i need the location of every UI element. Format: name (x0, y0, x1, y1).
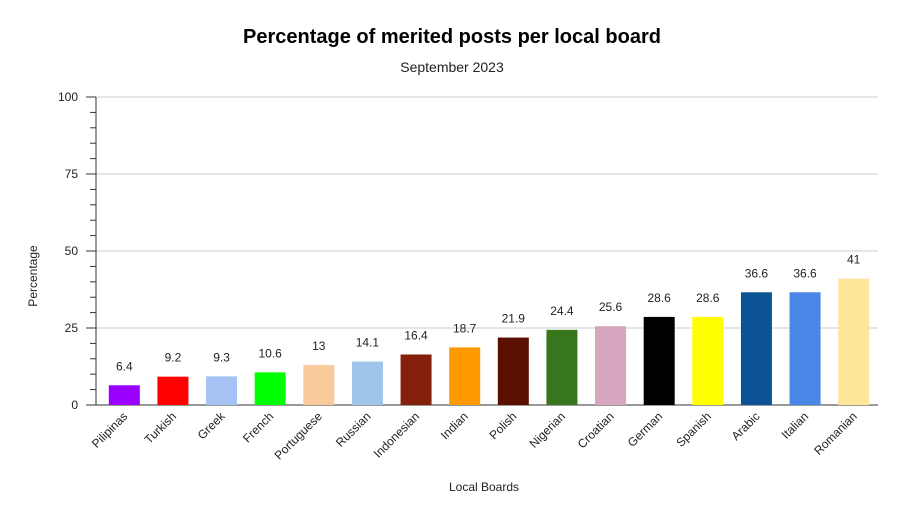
bar-greek (206, 376, 238, 405)
x-tick-label: Croatian (575, 409, 617, 451)
data-label: 16.4 (404, 328, 428, 342)
x-tick-label: Turkish (142, 409, 179, 446)
data-label: 18.7 (453, 321, 477, 335)
data-label: 13 (312, 339, 326, 353)
bar-croatian (595, 326, 627, 405)
y-tick-label: 100 (58, 90, 78, 104)
y-tick-label: 0 (71, 398, 78, 412)
x-tick-label: Nigerian (527, 409, 569, 451)
bar-french (254, 372, 286, 405)
bar-polish (497, 337, 529, 405)
x-tick-label: Indian (438, 409, 471, 442)
chart-title: Percentage of merited posts per local bo… (243, 26, 661, 48)
bar-pilipinas (108, 385, 140, 405)
bar-german (643, 316, 675, 405)
chart-subtitle: September 2023 (400, 59, 504, 75)
x-tick-label: French (240, 409, 276, 445)
y-tick-label: 25 (65, 321, 79, 335)
y-tick-label: 75 (65, 167, 79, 181)
bar-romanian (838, 278, 870, 405)
bar-indonesian (400, 354, 432, 405)
data-label: 9.2 (165, 351, 182, 365)
data-label: 10.6 (259, 346, 283, 360)
y-tick-label: 50 (65, 244, 79, 258)
x-tick-label: Arabic (729, 409, 763, 443)
x-tick-label: Pilipinas (89, 409, 131, 451)
data-label: 28.6 (696, 291, 720, 305)
data-labels: 6.4 9.2 9.3 10.6 13 14.1 16.4 18.7 21.9 24.4 25.6 2… (116, 253, 861, 374)
x-tick-label: Greek (195, 409, 229, 443)
data-label: 25.6 (599, 300, 623, 314)
data-label: 36.6 (793, 266, 817, 280)
bar-spanish (692, 316, 724, 405)
bar-italian (789, 292, 821, 405)
data-label: 36.6 (745, 266, 769, 280)
data-label: 6.4 (116, 359, 133, 373)
bar-turkish (157, 376, 189, 405)
data-label: 41 (847, 253, 861, 267)
x-tick-label: Spanish (673, 409, 714, 450)
bar-nigerian (546, 329, 578, 405)
x-tick-label: Indonesian (371, 409, 422, 460)
x-tick-label: German (625, 409, 666, 450)
bar-arabic (740, 292, 772, 405)
data-label: 28.6 (648, 291, 672, 305)
y-tick-labels: 0 25 50 75 100 (58, 90, 78, 412)
bar-portuguese (303, 364, 335, 405)
x-tick-label: Romanian (811, 409, 860, 458)
x-axis-title: Local Boards (449, 480, 519, 494)
x-tick-label: Russian (333, 409, 374, 450)
data-label: 14.1 (356, 336, 380, 350)
x-tick-label: Italian (779, 409, 812, 442)
y-axis-title: Percentage (26, 245, 40, 307)
data-label: 9.3 (213, 350, 230, 364)
data-label: 21.9 (502, 312, 526, 326)
x-tick-label: Portuguese (272, 409, 326, 463)
bar-indian (449, 347, 481, 405)
data-label: 24.4 (550, 304, 574, 318)
bars (108, 278, 870, 405)
x-tick-label: Polish (486, 409, 519, 442)
bar-russian (351, 361, 383, 405)
